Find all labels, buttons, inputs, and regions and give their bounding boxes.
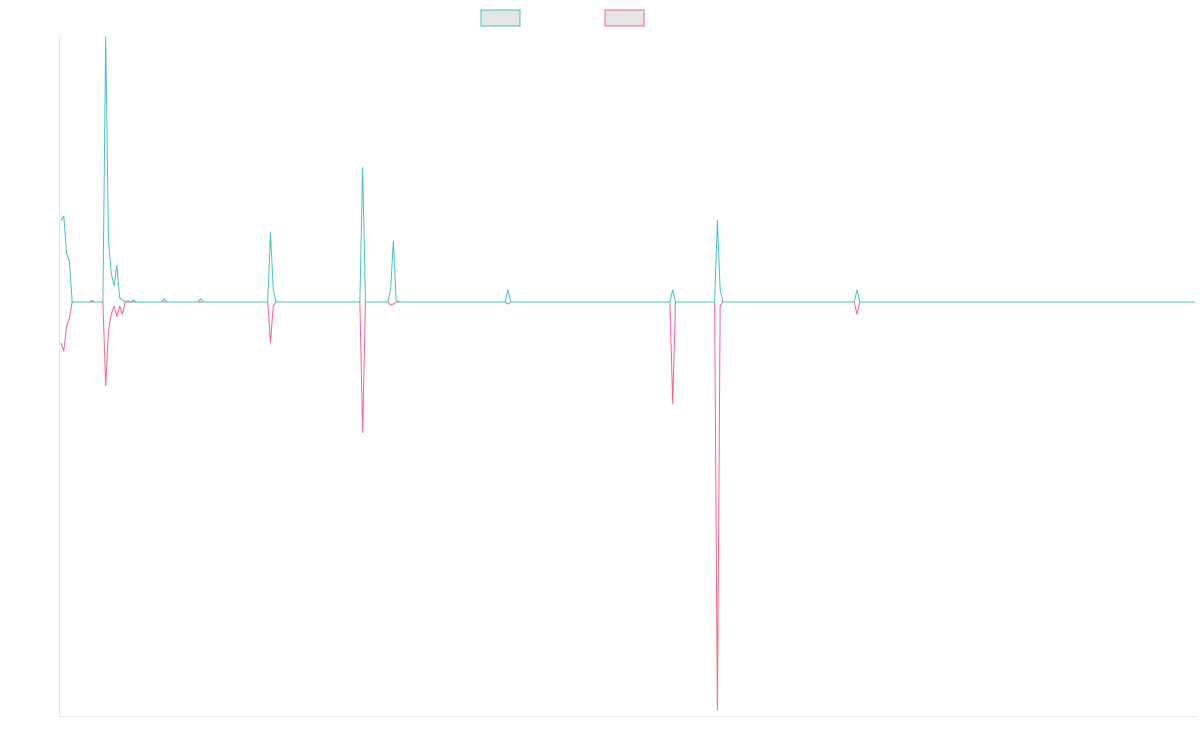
plot-area (60, 36, 1195, 711)
series-line-2 (60, 301, 1195, 711)
axes (59, 37, 1196, 717)
series-line-1 (60, 36, 1195, 303)
legend-swatch-series-2[interactable] (604, 9, 645, 27)
legend (480, 9, 645, 27)
legend-swatch-series-1[interactable] (480, 9, 521, 27)
